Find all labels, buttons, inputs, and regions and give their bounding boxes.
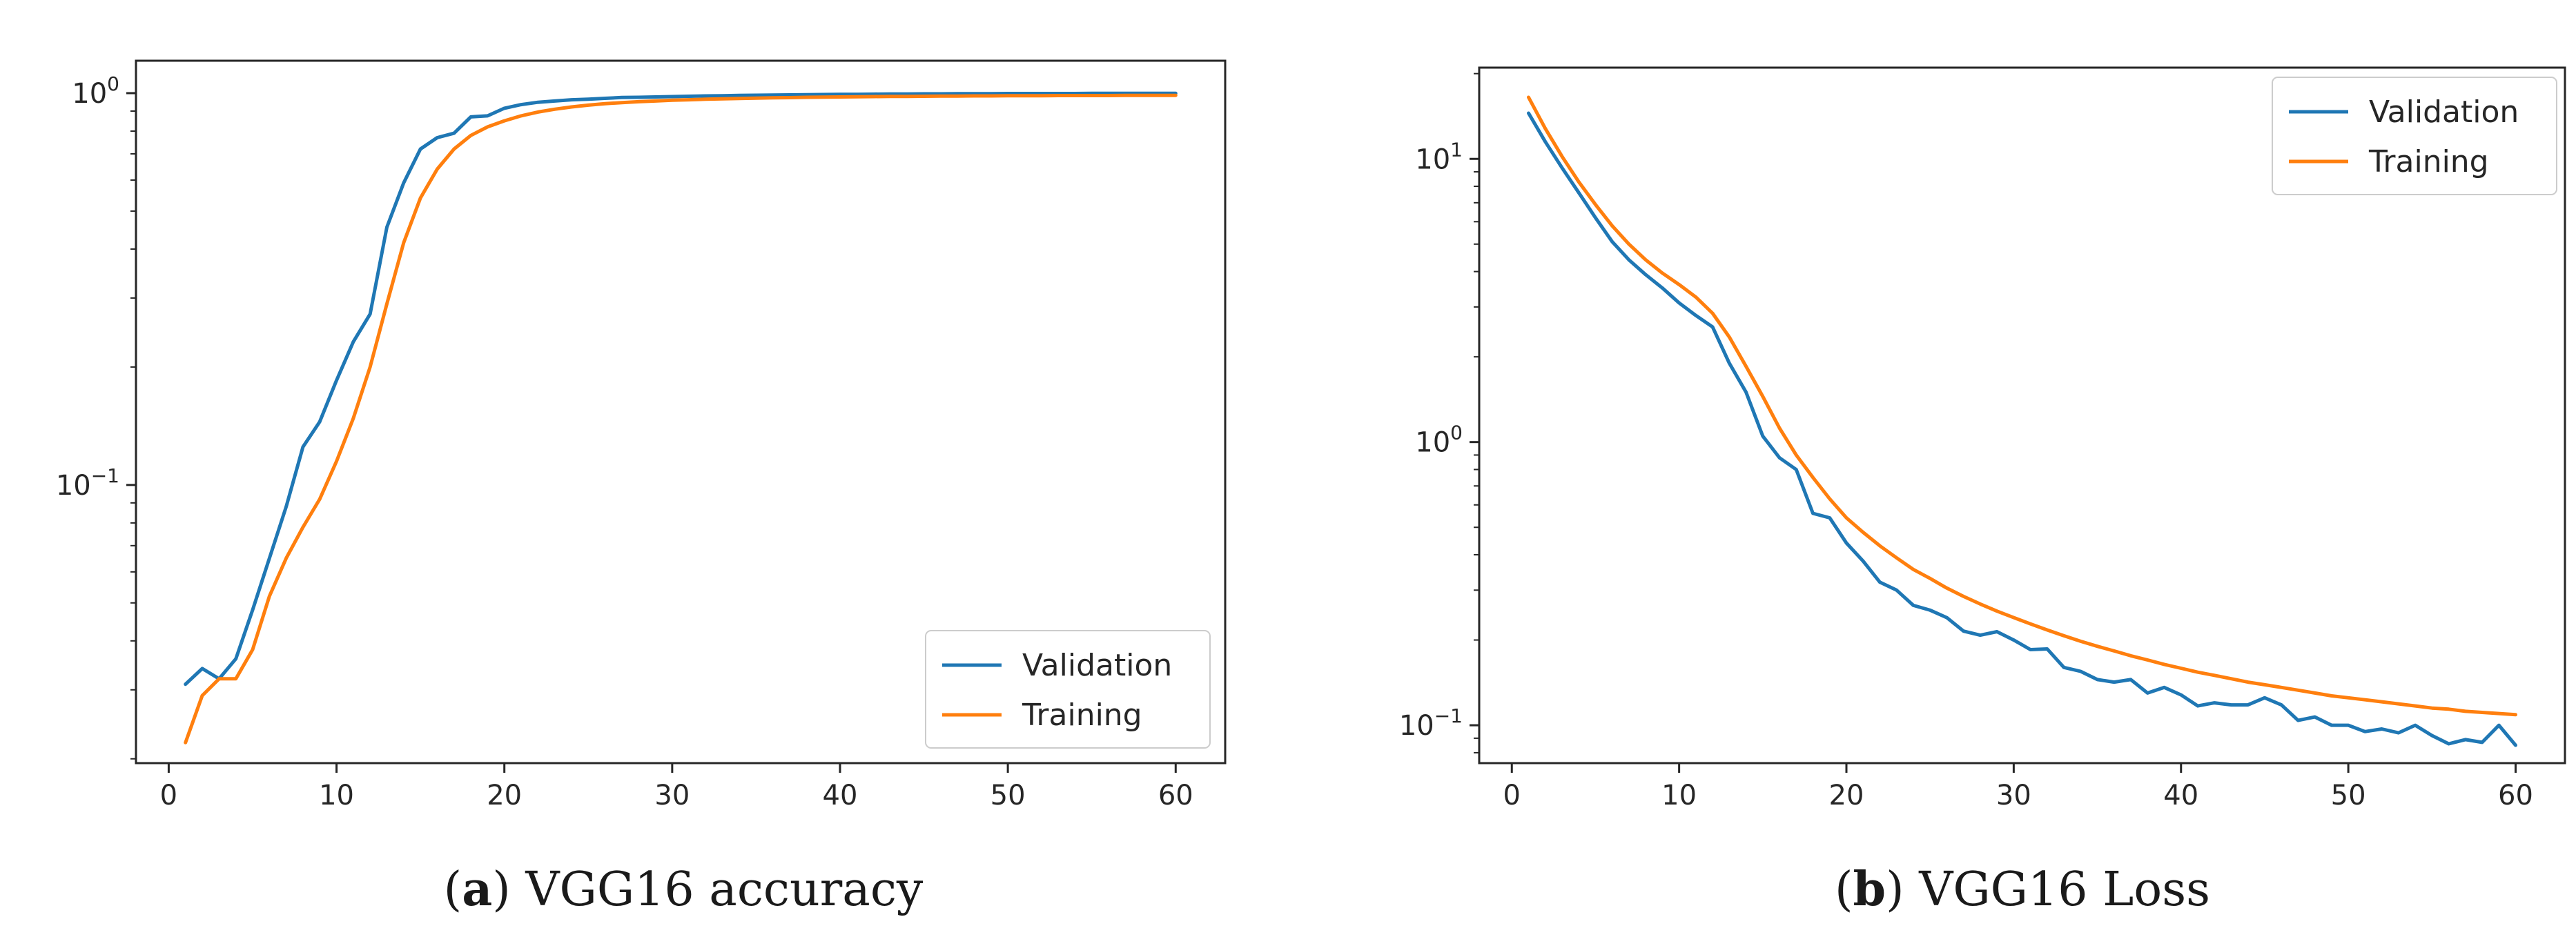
legend-box (2272, 77, 2557, 195)
y-tick-label: 100 (1415, 422, 1463, 459)
x-tick-label: 20 (487, 780, 522, 811)
chart-caption: (a) VGG16 accuracy (444, 862, 924, 917)
y-tick-label: 100 (72, 72, 119, 110)
series-line-validation (1527, 111, 2517, 747)
x-tick-label: 0 (1503, 780, 1521, 811)
legend-box (925, 630, 1211, 749)
x-tick-label: 10 (1661, 780, 1697, 811)
x-tick-label: 40 (823, 780, 858, 811)
y-tick-label: 10−1 (56, 464, 119, 502)
x-tick-label: 40 (2163, 780, 2198, 811)
axes-frame (1478, 66, 2566, 765)
series-line-training (184, 93, 1178, 744)
y-tick-label: 101 (1415, 138, 1463, 175)
x-tick-label: 10 (319, 780, 354, 811)
chart-caption: (b) VGG16 Loss (1835, 862, 2210, 917)
x-tick-label: 30 (1996, 780, 2031, 811)
legend-label-validation: Validation (2369, 95, 2519, 130)
legend-label-training: Training (1022, 698, 1142, 733)
loss-chart: 0 10 20 30 40 50 60 101 100 10−1 Validation Traini… (1399, 66, 2566, 917)
legend-label-validation: Validation (1022, 648, 1172, 683)
axes-frame (135, 59, 1227, 765)
x-tick-label: 0 (160, 780, 177, 811)
x-tick-label: 30 (654, 780, 690, 811)
legend-label-training: Training (2368, 144, 2489, 179)
x-tick-label: 50 (2331, 780, 2366, 811)
x-tick-label: 20 (1829, 780, 1864, 811)
legend: Validation Training (925, 630, 1211, 749)
series-line-training (1527, 95, 2517, 717)
x-tick-label: 50 (991, 780, 1026, 811)
x-tick-label: 60 (2498, 780, 2533, 811)
legend: Validation Training (2272, 77, 2557, 195)
x-tick-label: 60 (1158, 780, 1193, 811)
y-tick-label: 10−1 (1399, 704, 1463, 742)
series-line-validation (184, 91, 1178, 687)
